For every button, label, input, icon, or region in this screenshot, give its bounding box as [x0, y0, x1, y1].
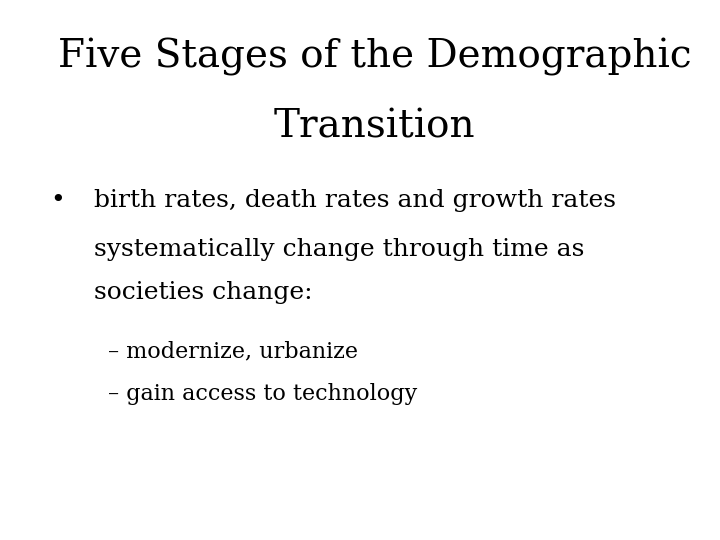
Text: societies change:: societies change: — [94, 281, 312, 304]
Text: •: • — [50, 189, 65, 212]
Text: – modernize, urbanize: – modernize, urbanize — [108, 340, 358, 362]
Text: – gain access to technology: – gain access to technology — [108, 383, 418, 406]
Text: Five Stages of the Demographic: Five Stages of the Demographic — [58, 38, 691, 76]
Text: birth rates, death rates and growth rates: birth rates, death rates and growth rate… — [94, 189, 616, 212]
Text: Transition: Transition — [274, 108, 475, 145]
Text: systematically change through time as: systematically change through time as — [94, 238, 584, 261]
